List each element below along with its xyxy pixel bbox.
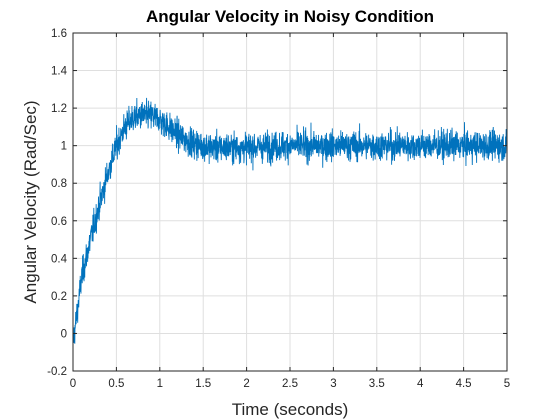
y-tick-label: 0.2	[51, 291, 67, 303]
x-tick-label: 0.5	[108, 378, 124, 390]
y-tick-label: 0.8	[51, 178, 67, 190]
x-tick-label: 4.5	[456, 378, 472, 390]
x-tick-label: 2.5	[282, 378, 298, 390]
x-tick-label: 4	[417, 378, 424, 390]
x-axis-label: Time (seconds)	[232, 400, 349, 419]
x-tick-label: 3.5	[369, 378, 385, 390]
y-tick-label: 1.2	[51, 103, 67, 115]
x-tick-label: 0	[70, 378, 76, 390]
y-axis-label: Angular Velocity (Rad/Sec)	[21, 100, 40, 303]
y-tick-label: 1	[61, 141, 67, 153]
y-tick-label: 0	[61, 328, 67, 340]
x-tick-label: 1.5	[195, 378, 211, 390]
x-tick-label: 2	[243, 378, 249, 390]
y-tick-label: 1.4	[51, 66, 68, 78]
y-tick-label: 1.6	[51, 28, 67, 40]
y-tick-label: 0.4	[51, 253, 68, 265]
chart-title: Angular Velocity in Noisy Condition	[146, 7, 434, 26]
x-tick-label: 5	[504, 378, 510, 390]
ticks: 0 0.5 1 1.5 2 2.5 3 3.5 4 4.5 5-0.200.20.40.60.811…	[47, 28, 510, 390]
y-tick-label: -0.2	[47, 366, 67, 378]
x-tick-label: 3	[330, 378, 336, 390]
x-tick-label: 1	[157, 378, 163, 390]
grid	[72, 32, 508, 372]
y-tick-label: 0.6	[51, 216, 67, 228]
series-layer	[73, 97, 507, 344]
series-line	[73, 97, 507, 344]
